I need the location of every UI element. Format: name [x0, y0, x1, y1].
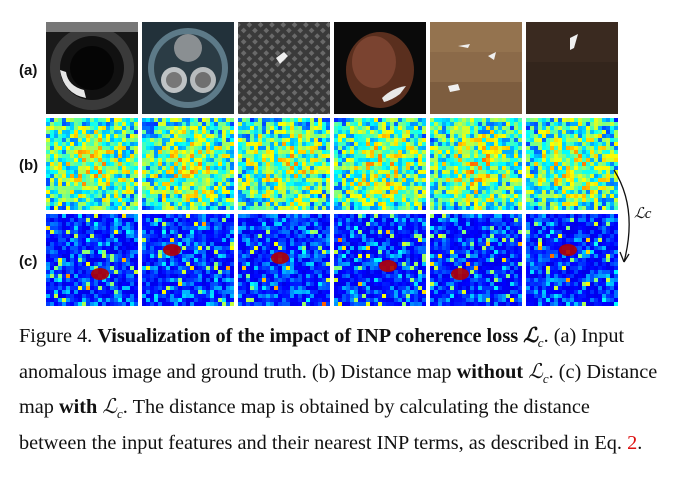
row-label-a: (a): [19, 62, 38, 79]
input-image-hazelnut: [334, 22, 426, 114]
input-image-cable-closeup: [46, 22, 138, 114]
row-label-b: (b): [19, 157, 39, 174]
caption-part-c: . (c) Distance map: [19, 360, 658, 419]
caption-title: Visualization of the impact of INP coher…: [97, 325, 519, 347]
distance-map-with-lc-6: [526, 214, 618, 306]
distance-map-with-lc-1: [46, 214, 138, 306]
distance-map-without-lc-4: [334, 118, 426, 210]
distance-map-with-lc-3: [238, 214, 330, 306]
row-label-c: (c): [19, 253, 38, 270]
caption-symbol-c: ℒc: [102, 396, 123, 422]
caption-title-symbol: ℒc: [523, 325, 544, 351]
distance-map-with-lc-5: [430, 214, 522, 306]
caption-part-a: . (a) Input anomalous image and ground t…: [19, 325, 625, 383]
arrow-label-lc: ℒc: [634, 206, 652, 222]
caption-with: with: [59, 396, 98, 419]
caption-symbol-b: ℒc: [528, 360, 549, 386]
curved-arrow-icon: [613, 169, 630, 263]
distance-map-with-lc-2: [142, 214, 234, 306]
input-image-cable-cross-section: [142, 22, 234, 114]
caption-end: .: [637, 431, 643, 454]
distance-map-without-lc-6: [526, 118, 618, 210]
caption-part-d: . The distance map is obtained by calcul…: [19, 396, 622, 454]
input-image-wood-texture: [430, 22, 522, 114]
distance-map-with-lc-4: [334, 214, 426, 306]
input-image-grid-texture: [238, 22, 330, 114]
figure-caption: Figure 4. Visualization of the impact of…: [19, 322, 659, 457]
distance-map-without-lc-1: [46, 118, 138, 210]
distance-map-without-lc-2: [142, 118, 234, 210]
equation-ref-link[interactable]: 2: [627, 431, 638, 454]
input-image-leather-texture: [526, 22, 618, 114]
caption-prefix: Figure 4.: [19, 325, 93, 347]
caption-without: without: [456, 360, 524, 383]
distance-map-without-lc-3: [238, 118, 330, 210]
distance-map-without-lc-5: [430, 118, 522, 210]
figure-4: (a) (b) (c): [19, 22, 652, 306]
